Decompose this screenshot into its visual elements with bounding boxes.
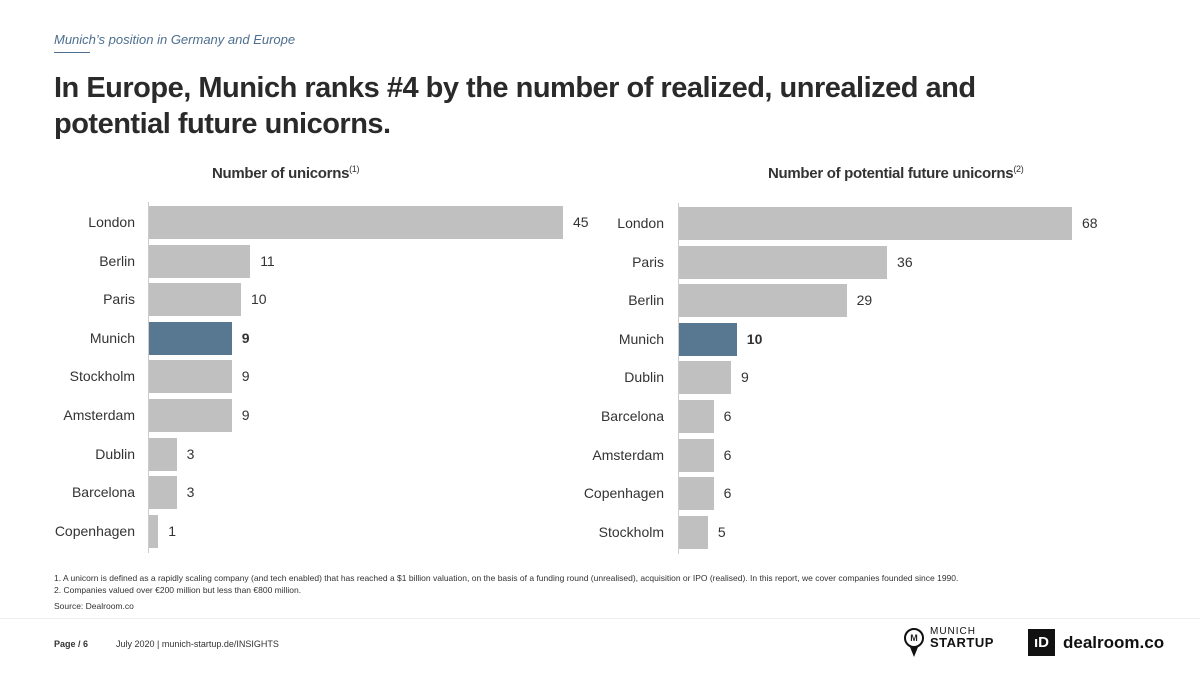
value-label: 9 bbox=[241, 329, 250, 346]
category-label: Amsterdam bbox=[63, 407, 135, 423]
category-label: Berlin bbox=[628, 292, 664, 309]
value-label: 45 bbox=[573, 214, 589, 230]
bar-munich bbox=[149, 321, 232, 355]
footnotes: 1. A unicorn is defined as a rapidly sca… bbox=[54, 573, 958, 596]
value-label: 10 bbox=[251, 291, 267, 308]
category-label: Barcelona bbox=[71, 484, 135, 501]
bar-copenhagen bbox=[679, 477, 714, 511]
bar-berlin bbox=[149, 244, 251, 278]
bar-berlin bbox=[679, 284, 847, 318]
bar-paris bbox=[149, 283, 241, 317]
category-label: Stockholm bbox=[69, 368, 135, 385]
category-label: Munich bbox=[618, 330, 664, 347]
value-label: 29 bbox=[856, 292, 873, 309]
footer-divider bbox=[0, 618, 1200, 619]
map-pin-icon: M bbox=[904, 628, 924, 657]
chart-title-text: Number of unicorns bbox=[212, 165, 350, 182]
value-label: 9 bbox=[241, 407, 250, 423]
bar-stockholm bbox=[149, 360, 232, 394]
category-label: Dublin bbox=[95, 445, 135, 462]
chart-title-text: Number of potential future unicorns bbox=[768, 165, 1014, 182]
bar-paris bbox=[679, 245, 888, 279]
category-label: Amsterdam bbox=[592, 446, 664, 463]
category-label: Copenhagen bbox=[583, 485, 664, 502]
value-label: 36 bbox=[897, 253, 913, 270]
axis-line bbox=[148, 202, 149, 554]
bar-barcelona bbox=[679, 400, 714, 433]
value-label: 68 bbox=[1082, 215, 1098, 231]
page-title: In Europe, Munich ranks #4 by the number… bbox=[54, 72, 976, 140]
value-label: 6 bbox=[723, 485, 732, 502]
category-label: Paris bbox=[103, 291, 135, 308]
bar-munich bbox=[679, 322, 737, 356]
bar-london bbox=[149, 206, 563, 239]
source: Source: Dealroom.co bbox=[54, 601, 134, 611]
category-label: Copenhagen bbox=[54, 522, 135, 539]
footnote-1: 1. A unicorn is defined as a rapidly sca… bbox=[54, 573, 959, 583]
value-label: 11 bbox=[260, 252, 275, 269]
chart-title-note: (2) bbox=[1013, 164, 1024, 174]
kicker-underline bbox=[54, 52, 90, 53]
value-label: 3 bbox=[186, 445, 195, 462]
dealroom-mark-icon: ıD bbox=[1028, 629, 1055, 656]
bar-amsterdam bbox=[149, 399, 232, 432]
dealroom-text: dealroom.co bbox=[1063, 632, 1165, 652]
value-label: 9 bbox=[741, 369, 749, 386]
chart-title-right: Number of potential future unicorns(2) bbox=[768, 164, 1024, 182]
munich-startup-logo: M MUNICH STARTUP bbox=[904, 626, 994, 657]
bar-stockholm bbox=[679, 515, 708, 549]
bar-dublin bbox=[149, 437, 177, 471]
value-label: 5 bbox=[717, 523, 726, 540]
value-label: 6 bbox=[723, 408, 732, 424]
chart-title-note: (1) bbox=[349, 164, 360, 174]
chart-title-left: Number of unicorns(1) bbox=[212, 164, 360, 182]
logo-text-bottom: STARTUP bbox=[930, 635, 994, 650]
dealroom-logo: ıD dealroom.co bbox=[1028, 629, 1164, 656]
bar-london bbox=[679, 207, 1072, 240]
page-number: Page / 6 bbox=[54, 639, 89, 649]
category-label: Paris bbox=[632, 253, 664, 270]
category-label: Barcelona bbox=[600, 408, 664, 424]
value-label: 1 bbox=[168, 522, 176, 539]
axis-line bbox=[678, 203, 679, 555]
value-label: 9 bbox=[241, 368, 250, 385]
bar-dublin bbox=[679, 361, 731, 395]
kicker: Munich’s position in Germany and Europe bbox=[54, 32, 296, 47]
category-label: Munich bbox=[89, 329, 135, 346]
footnote-2: 2. Companies valued over €200 million bu… bbox=[54, 584, 302, 595]
value-label: 3 bbox=[186, 484, 195, 501]
category-label: London bbox=[88, 214, 135, 230]
bar-amsterdam bbox=[679, 438, 714, 472]
logo-text-top: MUNICH bbox=[930, 626, 976, 637]
value-label: 6 bbox=[723, 446, 732, 463]
category-label: Stockholm bbox=[598, 523, 664, 540]
footer-info: July 2020 | munich-startup.de/INSIGHTS bbox=[116, 639, 279, 649]
bar-copenhagen bbox=[149, 514, 159, 548]
category-label: Dublin bbox=[624, 369, 664, 386]
category-label: London bbox=[617, 215, 664, 231]
value-label: 10 bbox=[746, 330, 763, 347]
bar-barcelona bbox=[149, 476, 177, 510]
category-label: Berlin bbox=[99, 252, 135, 269]
